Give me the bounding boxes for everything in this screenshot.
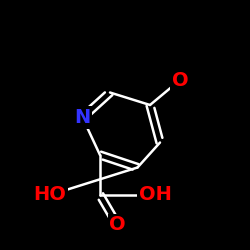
Text: O: O — [109, 216, 126, 234]
Text: N: N — [74, 108, 90, 127]
Text: OH: OH — [138, 186, 172, 204]
Text: O: O — [172, 70, 188, 90]
Text: HO: HO — [34, 186, 66, 204]
